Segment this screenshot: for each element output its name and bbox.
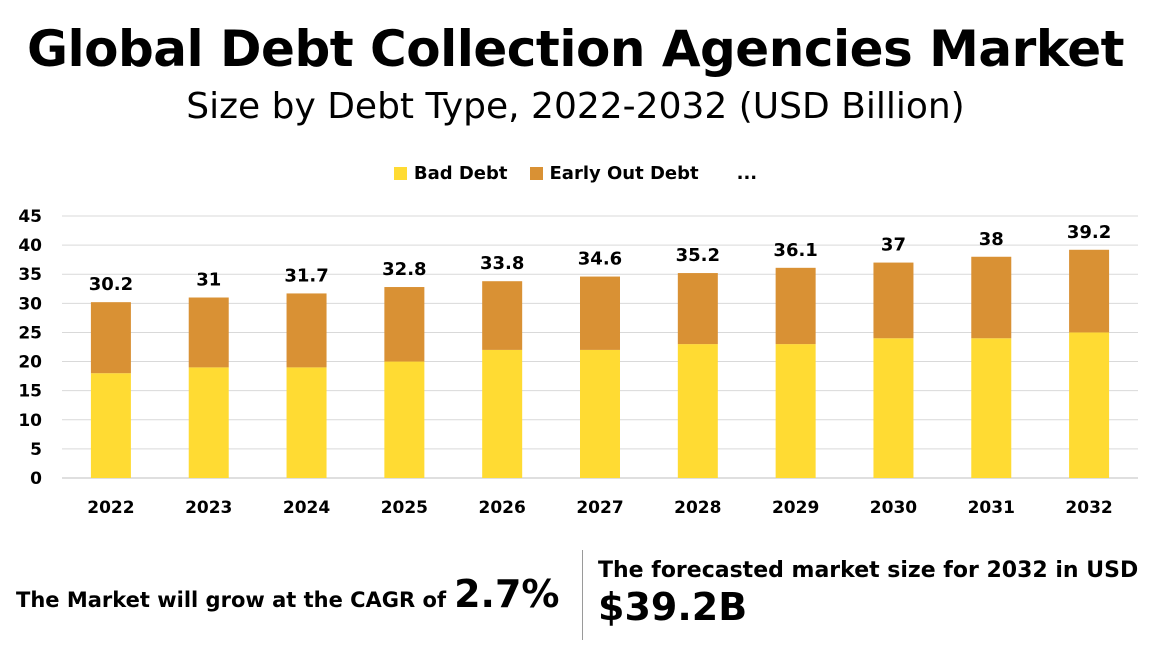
legend-swatch-early-out-debt — [529, 167, 543, 180]
bar-segment — [971, 256, 1012, 339]
forecast-value: $39.2B — [598, 585, 748, 629]
footer-divider — [582, 550, 583, 640]
stacked-bar-chart: 05101520253035404530.2202231202331.72024… — [18, 207, 1138, 518]
bar-segment — [775, 344, 816, 478]
x-tick-label: 2027 — [576, 498, 623, 518]
y-tick-label: 45 — [18, 207, 42, 227]
bar-segment — [873, 338, 914, 478]
bar-segment — [188, 297, 229, 368]
bar-segment — [1069, 249, 1110, 333]
bar-segment — [286, 293, 327, 368]
bar-segment — [90, 302, 131, 374]
bar-segment — [580, 276, 620, 350]
bar-segment — [482, 349, 523, 478]
bar-segment — [580, 349, 620, 478]
chart-subtitle: Size by Debt Type, 2022-2032 (USD Billio… — [186, 86, 965, 127]
bar-segment — [482, 281, 523, 350]
y-tick-label: 20 — [18, 353, 42, 373]
y-tick-label: 15 — [18, 382, 42, 402]
y-tick-label: 10 — [18, 411, 42, 431]
cagr-statement: The Market will grow at the CAGR of 2.7% — [16, 572, 559, 616]
forecast-statement: The forecasted market size for 2032 in U… — [598, 558, 1138, 629]
x-tick-label: 2028 — [674, 498, 721, 518]
data-label: 36.1 — [773, 240, 817, 261]
x-tick-label: 2025 — [381, 498, 428, 518]
bar-segment — [90, 373, 131, 478]
cagr-text: The Market will grow at the CAGR of — [16, 588, 447, 612]
legend-more-indicator: ... — [736, 163, 758, 184]
bar-segment — [873, 262, 914, 339]
legend-label-early-out-debt: Early Out Debt — [549, 163, 699, 184]
chart-title: Global Debt Collection Agencies Market — [26, 20, 1125, 78]
data-label: 31.7 — [284, 265, 328, 286]
y-tick-label: 5 — [30, 440, 42, 460]
bar-segment — [971, 338, 1012, 478]
y-tick-label: 0 — [30, 469, 42, 489]
y-tick-label: 30 — [18, 294, 42, 314]
y-tick-label: 40 — [18, 236, 42, 256]
x-tick-label: 2022 — [87, 498, 134, 518]
x-tick-label: 2026 — [479, 498, 526, 518]
data-label: 39.2 — [1067, 222, 1111, 243]
legend-item-early-out-debt: Early Out Debt — [529, 163, 699, 184]
bar-segment — [775, 267, 816, 345]
bar-segment — [384, 287, 425, 362]
data-label: 38 — [979, 229, 1004, 250]
data-label: 31 — [196, 270, 221, 291]
legend-swatch-bad-debt — [393, 167, 407, 180]
bar-segment — [1069, 332, 1110, 478]
bar-segment — [286, 367, 327, 478]
x-tick-label: 2029 — [772, 498, 819, 518]
x-tick-label: 2031 — [968, 498, 1015, 518]
bar-segment — [677, 344, 718, 478]
bar-segment — [677, 273, 718, 345]
x-tick-label: 2032 — [1065, 498, 1112, 518]
legend-label-bad-debt: Bad Debt — [413, 163, 508, 184]
x-tick-label: 2023 — [185, 498, 232, 518]
y-tick-label: 25 — [18, 323, 42, 343]
data-label: 32.8 — [382, 259, 426, 280]
x-tick-label: 2030 — [870, 498, 917, 518]
forecast-text: The forecasted market size for 2032 in U… — [598, 558, 1139, 583]
bar-segment — [384, 361, 425, 478]
data-label: 37 — [881, 235, 906, 256]
cagr-value: 2.7% — [454, 572, 560, 616]
x-tick-label: 2024 — [283, 498, 330, 518]
data-label: 30.2 — [89, 274, 133, 295]
legend-item-bad-debt: Bad Debt — [393, 163, 508, 184]
bar-segment — [188, 367, 229, 478]
chart-legend: Bad Debt Early Out Debt ... — [0, 163, 1151, 184]
data-label: 35.2 — [676, 245, 720, 266]
y-tick-label: 35 — [18, 265, 42, 285]
data-label: 33.8 — [480, 253, 524, 274]
data-label: 34.6 — [578, 249, 622, 270]
